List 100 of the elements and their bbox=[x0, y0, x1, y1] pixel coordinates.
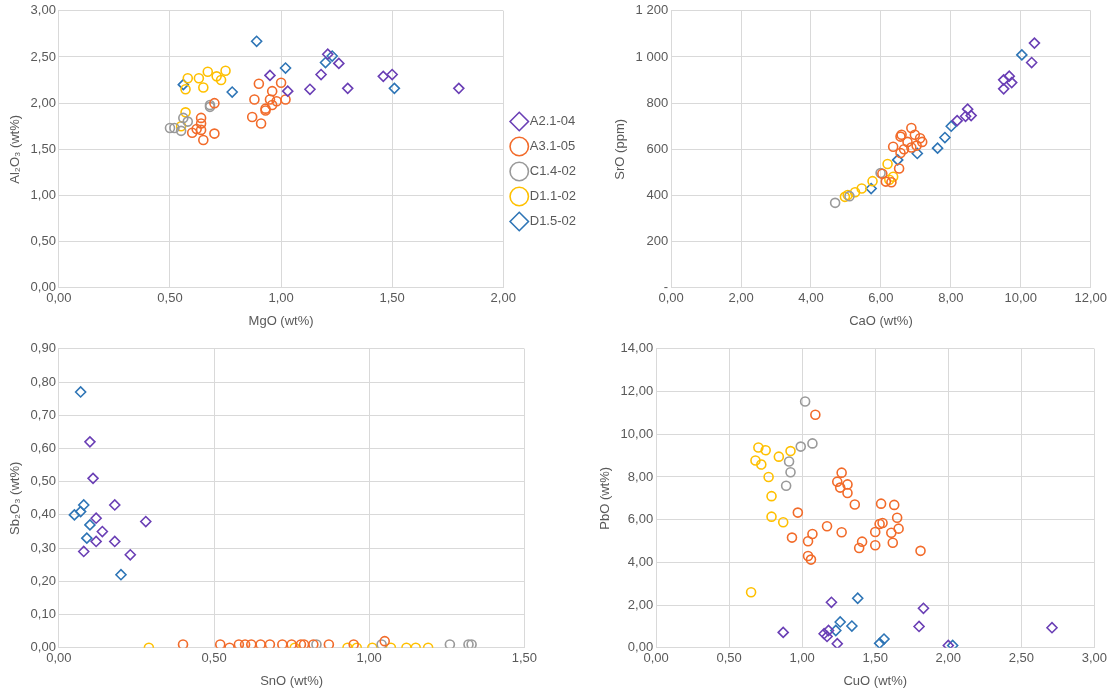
point bbox=[867, 175, 878, 187]
point bbox=[74, 386, 87, 398]
x-tick-label: 12,00 bbox=[1074, 290, 1108, 306]
point bbox=[377, 70, 390, 83]
x-tick-label: 1,00 bbox=[268, 290, 294, 306]
y-tick-label: 200 bbox=[646, 233, 669, 249]
point bbox=[68, 509, 81, 521]
point bbox=[77, 545, 90, 558]
point bbox=[87, 472, 99, 485]
point bbox=[997, 83, 1010, 95]
point bbox=[253, 78, 265, 90]
point bbox=[825, 596, 838, 609]
legend-label: A3.1-05 bbox=[529, 138, 576, 154]
point bbox=[388, 82, 401, 95]
y-axis-title: PbO (wt%) bbox=[597, 466, 613, 530]
point bbox=[250, 35, 263, 48]
point bbox=[453, 82, 465, 95]
point bbox=[264, 94, 276, 105]
point bbox=[875, 498, 887, 509]
point bbox=[266, 99, 278, 111]
point bbox=[376, 639, 387, 648]
point bbox=[792, 507, 804, 518]
point bbox=[849, 186, 861, 198]
point bbox=[893, 523, 904, 534]
y-tick-label: 0,30 bbox=[30, 539, 56, 555]
point bbox=[886, 527, 897, 538]
point bbox=[182, 72, 194, 84]
y-tick-label: 2,50 bbox=[30, 48, 56, 64]
point bbox=[264, 69, 276, 82]
point bbox=[233, 639, 245, 648]
point bbox=[84, 519, 96, 531]
x-tick-label: 0,00 bbox=[46, 290, 72, 306]
point bbox=[785, 466, 796, 478]
point bbox=[177, 78, 190, 91]
y-tick-label: 0,50 bbox=[30, 233, 56, 249]
point bbox=[226, 86, 238, 98]
point bbox=[780, 480, 792, 491]
y-tick-label: 600 bbox=[646, 140, 669, 156]
point bbox=[386, 68, 398, 81]
point bbox=[175, 120, 187, 132]
y-tick-label: 14,00 bbox=[620, 340, 654, 356]
point bbox=[463, 639, 474, 648]
point bbox=[444, 639, 456, 648]
point bbox=[298, 639, 310, 648]
x-tick-label: 8,00 bbox=[938, 290, 964, 306]
point bbox=[214, 639, 226, 648]
point bbox=[783, 456, 795, 467]
x-tick-label: 2,00 bbox=[935, 650, 961, 666]
point bbox=[182, 116, 194, 127]
x-tick-label: 2,00 bbox=[728, 290, 754, 306]
x-axis-title: MgO (wt%) bbox=[248, 312, 314, 328]
point bbox=[279, 62, 292, 74]
point bbox=[887, 171, 899, 183]
point bbox=[124, 548, 137, 561]
point bbox=[202, 66, 214, 78]
y-tick-label: 0,40 bbox=[30, 506, 56, 522]
point bbox=[90, 535, 102, 548]
point bbox=[830, 624, 842, 637]
point bbox=[961, 103, 974, 115]
y-tick-label: 0,90 bbox=[30, 340, 56, 356]
point bbox=[108, 499, 121, 511]
point bbox=[178, 112, 189, 124]
point bbox=[191, 123, 202, 135]
point bbox=[836, 526, 847, 538]
point bbox=[186, 127, 198, 138]
point bbox=[1005, 76, 1018, 89]
point bbox=[333, 57, 345, 70]
point bbox=[74, 505, 87, 518]
point bbox=[777, 626, 790, 639]
point bbox=[275, 77, 287, 89]
legend-label: A2.1-04 bbox=[529, 113, 576, 129]
y-tick-label: 3,00 bbox=[30, 2, 56, 18]
y-tick-label: 0,80 bbox=[30, 373, 56, 389]
point bbox=[916, 136, 928, 148]
point bbox=[249, 94, 260, 105]
point bbox=[195, 118, 207, 129]
x-tick-label: 6,00 bbox=[868, 290, 894, 306]
point bbox=[831, 637, 844, 648]
point bbox=[997, 74, 1010, 86]
point bbox=[281, 85, 294, 97]
point bbox=[84, 436, 96, 448]
point bbox=[821, 520, 833, 532]
x-tick-label: 4,00 bbox=[798, 290, 824, 306]
x-axis-title: SnO (wt%) bbox=[260, 672, 324, 688]
y-tick-label: 2,00 bbox=[627, 596, 654, 612]
point bbox=[893, 163, 905, 174]
y-tick-label: 0,70 bbox=[30, 406, 56, 422]
point bbox=[341, 82, 354, 95]
point bbox=[209, 128, 220, 139]
point bbox=[829, 197, 841, 209]
y-tick-label: 4,00 bbox=[627, 553, 654, 569]
point bbox=[878, 633, 890, 645]
point bbox=[785, 445, 796, 457]
point bbox=[326, 50, 338, 62]
point bbox=[766, 511, 777, 522]
x-axis-title: CaO (wt%) bbox=[849, 312, 913, 328]
point bbox=[891, 154, 904, 166]
point bbox=[323, 639, 335, 648]
point bbox=[280, 94, 291, 105]
point bbox=[799, 396, 811, 407]
